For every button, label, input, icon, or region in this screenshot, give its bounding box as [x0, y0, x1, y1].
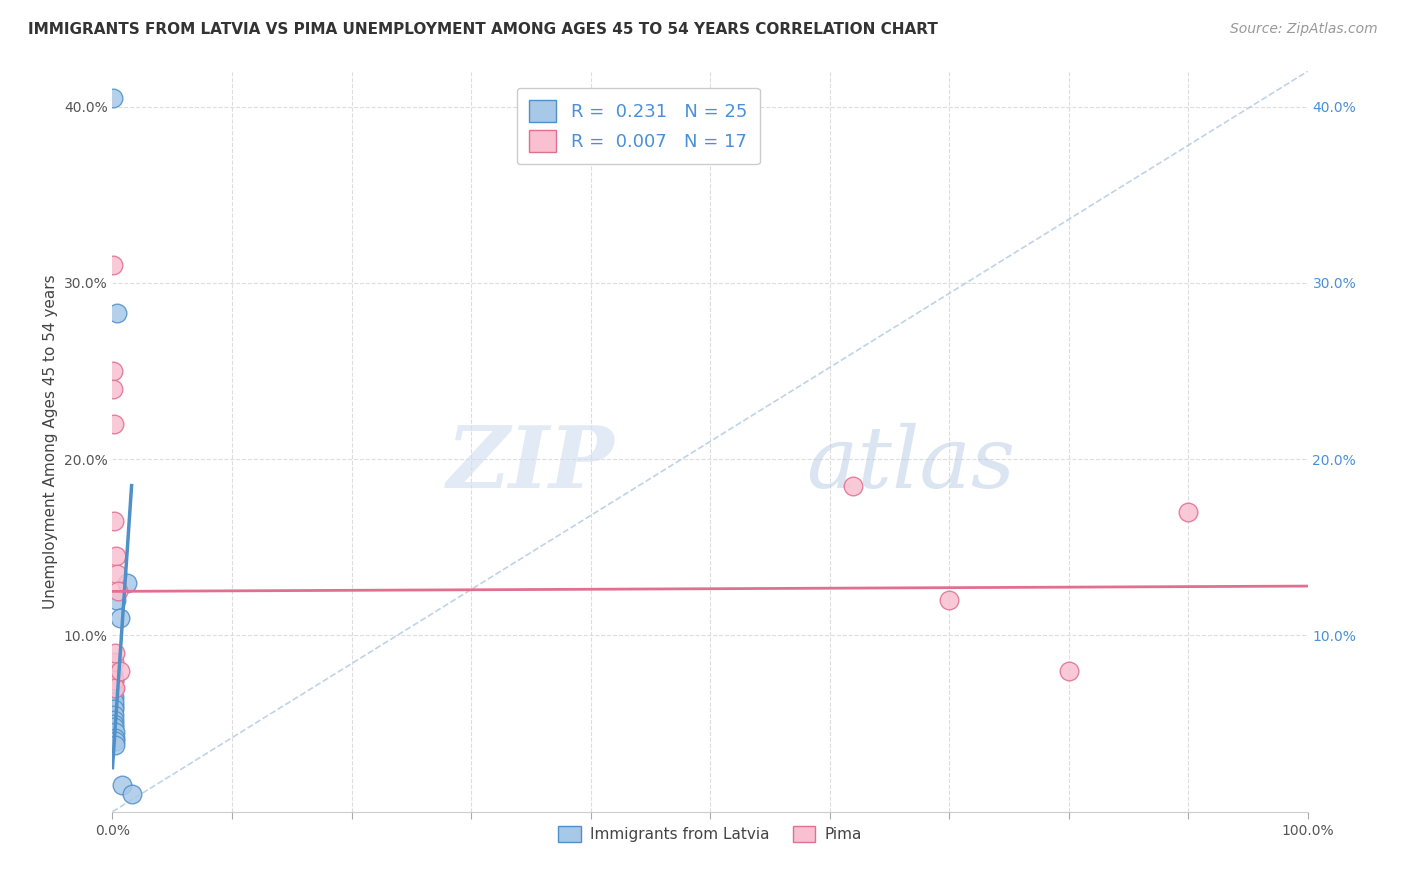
Text: IMMIGRANTS FROM LATVIA VS PIMA UNEMPLOYMENT AMONG AGES 45 TO 54 YEARS CORRELATIO: IMMIGRANTS FROM LATVIA VS PIMA UNEMPLOYM…	[28, 22, 938, 37]
Point	[104, 734, 127, 748]
Point	[101, 364, 124, 378]
Point	[1177, 505, 1199, 519]
Point	[101, 91, 124, 105]
Point	[103, 681, 125, 696]
Point	[842, 478, 865, 492]
Point	[103, 673, 125, 687]
Point	[103, 720, 125, 734]
Point	[103, 716, 125, 731]
Point	[103, 417, 125, 431]
Point	[103, 382, 125, 396]
Point	[105, 566, 128, 581]
Point	[103, 713, 125, 727]
Point	[115, 575, 138, 590]
Point	[103, 514, 125, 528]
Point	[103, 655, 125, 669]
Point	[103, 698, 125, 713]
Text: atlas: atlas	[806, 423, 1015, 505]
Point	[103, 695, 125, 709]
Point	[103, 690, 125, 705]
Point	[103, 725, 125, 739]
Point	[103, 673, 125, 687]
Point	[1057, 664, 1080, 678]
Point	[101, 258, 124, 272]
Y-axis label: Unemployment Among Ages 45 to 54 years: Unemployment Among Ages 45 to 54 years	[44, 274, 58, 609]
Point	[101, 667, 124, 681]
Point	[108, 664, 131, 678]
Text: Source: ZipAtlas.com: Source: ZipAtlas.com	[1230, 22, 1378, 37]
Point	[105, 593, 128, 607]
Point	[104, 731, 127, 745]
Point	[103, 702, 125, 716]
Point	[108, 611, 131, 625]
Point	[938, 593, 960, 607]
Point	[121, 787, 143, 801]
Point	[103, 690, 125, 705]
Point	[107, 584, 129, 599]
Point	[104, 738, 127, 752]
Point	[103, 707, 125, 722]
Point	[103, 681, 125, 696]
Point	[104, 646, 127, 660]
Point	[105, 306, 128, 320]
Point	[105, 549, 128, 563]
Point	[103, 681, 125, 696]
Point	[111, 778, 134, 792]
Text: ZIP: ZIP	[447, 422, 614, 506]
Point	[103, 673, 125, 687]
Legend: Immigrants from Latvia, Pima: Immigrants from Latvia, Pima	[553, 821, 868, 848]
